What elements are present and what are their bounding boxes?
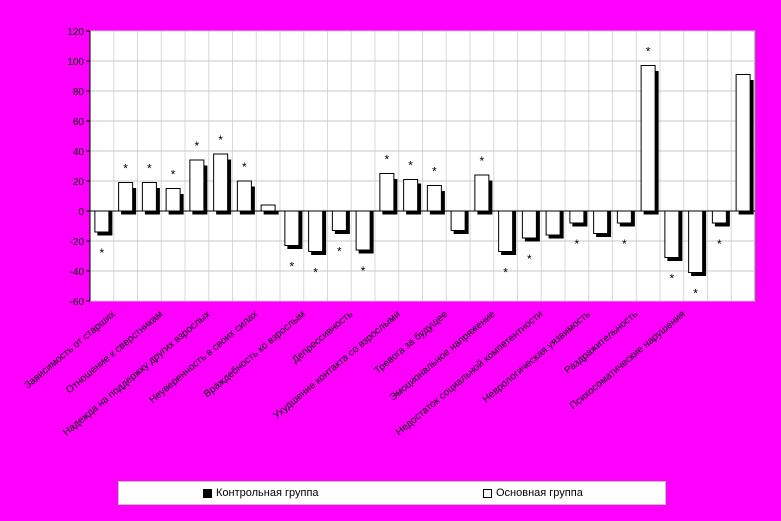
legend: Контрольная группа Основная группа — [118, 481, 666, 505]
significance-marker: * — [527, 252, 532, 266]
significance-marker: * — [195, 139, 200, 153]
significance-marker: * — [503, 266, 508, 280]
significance-marker: * — [147, 162, 152, 176]
significance-marker: * — [242, 160, 247, 174]
bar-main — [403, 179, 419, 212]
bar-main — [664, 210, 680, 258]
significance-marker: * — [361, 264, 366, 278]
y-tick-label: -20 — [70, 237, 85, 248]
bar-main — [569, 210, 585, 224]
significance-marker: * — [408, 159, 413, 173]
significance-marker: * — [100, 246, 105, 260]
bar-main — [640, 65, 656, 212]
significance-marker: * — [171, 168, 176, 182]
significance-marker: * — [337, 245, 342, 259]
significance-marker: * — [313, 266, 318, 280]
significance-marker: * — [575, 237, 580, 251]
y-tick-label: 0 — [78, 207, 84, 218]
bar-main — [331, 210, 347, 231]
significance-marker: * — [290, 260, 295, 274]
bar-main — [165, 188, 181, 212]
y-tick-label: 120 — [67, 27, 84, 38]
bar-main — [308, 210, 324, 252]
significance-marker: * — [670, 272, 675, 286]
legend-label-main: Основная группа — [496, 487, 583, 499]
x-tick-label: Зависимость от старших — [23, 309, 118, 391]
bar-main — [711, 210, 727, 224]
bar-main — [545, 210, 561, 236]
bar-main — [141, 182, 157, 212]
x-tick-label: Отношение к сверстникам — [64, 309, 165, 396]
legend-swatch-main — [483, 488, 492, 498]
significance-marker: * — [622, 237, 627, 251]
y-tick-label: 60 — [73, 117, 85, 128]
bar-main — [236, 180, 252, 212]
y-tick-label: 80 — [73, 87, 85, 98]
bar-main — [94, 210, 110, 233]
legend-label-control: Контрольная группа — [216, 487, 319, 499]
bar-main — [118, 182, 134, 212]
significance-marker: * — [432, 165, 437, 179]
significance-marker: * — [123, 162, 128, 176]
bar-main — [189, 159, 205, 212]
y-tick-label: 20 — [73, 177, 85, 188]
bar-main — [379, 173, 395, 212]
bar-main — [498, 210, 514, 252]
legend-item-control: Контрольная группа — [203, 487, 319, 499]
significance-marker: * — [385, 153, 390, 167]
bar-main — [688, 210, 704, 273]
bar-main — [474, 174, 490, 212]
bar-main — [426, 185, 442, 212]
significance-marker: * — [218, 133, 223, 147]
y-tick-label: 40 — [73, 147, 85, 158]
y-tick-label: 100 — [67, 57, 84, 68]
significance-marker: * — [693, 287, 698, 301]
significance-marker: * — [480, 154, 485, 168]
bar-main — [593, 210, 609, 234]
bar-main — [450, 210, 466, 231]
bar-main — [260, 204, 276, 212]
bar-main — [616, 210, 632, 224]
y-tick-label: -60 — [70, 297, 85, 308]
y-tick-label: -40 — [70, 267, 85, 278]
significance-marker: * — [717, 237, 722, 251]
bar-main — [284, 210, 300, 246]
bar-main — [355, 210, 371, 251]
bars: * * * * * * * * * * * * * * * * * * * * * * * — [94, 45, 754, 301]
bar-main — [735, 74, 751, 212]
bar-main — [213, 153, 229, 212]
significance-marker: * — [646, 45, 651, 59]
bar-main — [521, 210, 537, 239]
legend-swatch-control — [203, 488, 212, 498]
legend-item-main: Основная группа — [483, 487, 583, 499]
